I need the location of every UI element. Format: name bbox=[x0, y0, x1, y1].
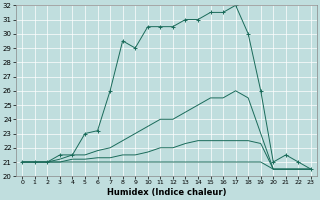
X-axis label: Humidex (Indice chaleur): Humidex (Indice chaleur) bbox=[107, 188, 226, 197]
